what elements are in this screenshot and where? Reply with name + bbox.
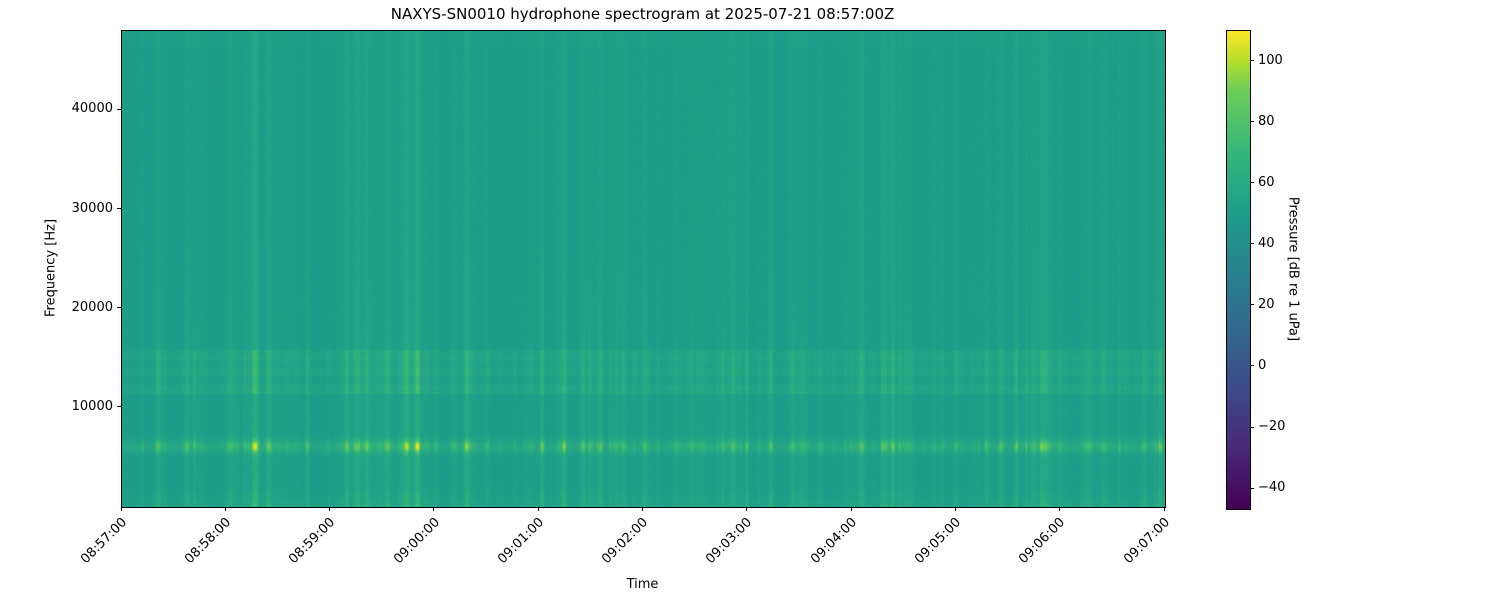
x-tick-label: 08:59:00 [286,515,339,567]
spectrogram-axes [121,30,1166,508]
x-tick-mark [642,507,643,511]
x-tick-label: 08:57:00 [77,515,130,567]
x-tick-mark [537,507,539,511]
x-tick-mark [433,507,435,511]
x-tick-mark [746,507,748,511]
colorbar-tick-mark [1250,182,1254,184]
y-tick-mark [117,307,121,309]
x-tick-label: 09:03:00 [703,515,756,567]
y-tick-label: 10000 [71,398,113,414]
x-tick-mark [1059,507,1061,511]
x-tick-label: 08:58:00 [182,515,234,567]
x-tick-label: 09:07:00 [1120,515,1173,567]
colorbar-tick-mark [1250,426,1254,428]
x-tick-mark [954,507,956,511]
y-tick-label: 20000 [71,299,113,315]
colorbar-tick-label: 60 [1258,174,1275,190]
x-tick-label: 09:04:00 [807,515,860,567]
x-tick-label: 09:01:00 [494,515,547,567]
colorbar-tick-mark [1250,365,1254,367]
colorbar-tick-label: 20 [1258,296,1275,312]
colorbar-tick-mark [1250,60,1254,62]
colorbar-tick-mark [1250,304,1254,306]
colorbar-tick-mark [1250,487,1254,489]
x-tick-label: 09:05:00 [912,515,965,567]
colorbar-tick-mark [1250,243,1254,245]
y-axis-label: Frequency [Hz] [43,218,59,318]
colorbar-tick-label: −20 [1258,419,1286,435]
x-tick-label: 09:06:00 [1016,515,1069,567]
x-tick-mark [1163,507,1165,511]
y-tick-mark [117,208,121,209]
x-tick-mark [329,507,331,511]
colorbar-tick-mark [1250,121,1254,123]
y-tick-mark [117,108,121,110]
colorbar-tick-label: 0 [1258,357,1267,373]
x-tick-mark [224,507,226,511]
y-tick-label: 30000 [71,200,113,216]
colorbar-tick-label: 80 [1258,113,1275,129]
y-tick-mark [117,406,121,408]
colorbar-gradient [1227,31,1250,509]
colorbar [1226,30,1251,510]
x-tick-label: 09:00:00 [390,515,443,567]
colorbar-tick-label: −40 [1258,480,1286,496]
plot-title: NAXYS-SN0010 hydrophone spectrogram at 2… [390,5,895,23]
x-tick-mark [850,507,852,511]
spectrogram-heatmap [122,31,1165,507]
colorbar-label: Pressure [dB re 1 uPa] [1285,196,1301,342]
y-tick-label: 40000 [71,101,113,117]
colorbar-tick-label: 100 [1258,52,1283,68]
x-tick-label: 09:02:00 [599,515,652,567]
x-tick-mark [120,507,122,511]
x-axis-label: Time [626,577,659,592]
colorbar-tick-label: 40 [1258,235,1275,251]
